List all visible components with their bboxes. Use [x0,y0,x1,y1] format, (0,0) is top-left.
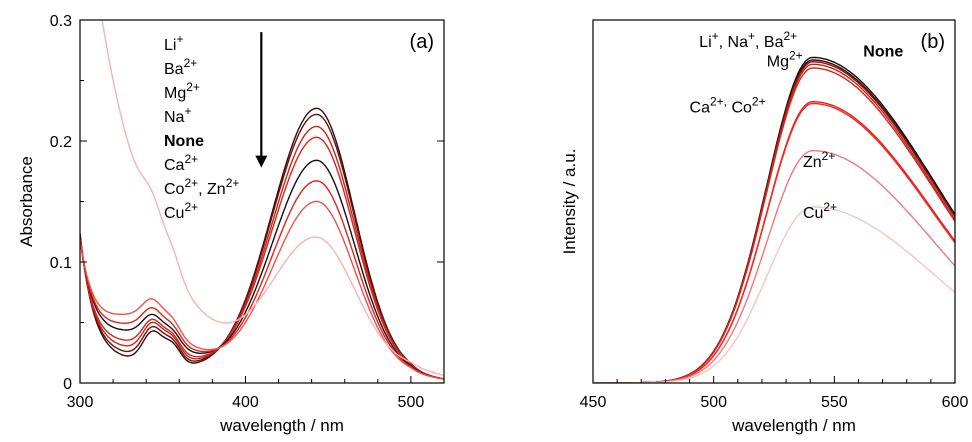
x-axis-title-a: wavelength / nm [219,416,344,435]
x-tick-label-a-400: 400 [232,394,259,411]
panel-label-a: (a) [410,31,434,53]
panel-label-b: (b) [921,31,945,53]
curve-label-b-6: Cu2+ [803,200,837,222]
spectrum-line-a-4 [80,136,444,380]
y-axis-title-b: Intensity / a.u. [560,149,579,255]
y-tick-label-a-0: 0 [63,376,72,393]
spectrum-line-a-3 [80,125,444,380]
emission-line-b-7 [593,102,955,383]
curve-label-b-3: None [863,43,903,60]
emission-line-b-9 [593,206,955,383]
legend-entry-a-2: Ba2+ [164,56,197,78]
emission-line-b-5 [593,67,955,383]
curve-label-b-5: Zn2+ [803,149,835,171]
y-tick-label-a-2: 0.2 [50,134,72,151]
panel-b-series [593,56,955,383]
x-tick-label-b-500: 500 [700,394,727,411]
panel-b-frame [592,19,956,384]
y-tick-label-a-3: 0.3 [50,13,72,30]
spectrum-line-a-5 [80,159,444,380]
x-tick-label-b-550: 550 [821,394,848,411]
emission-line-b-3 [593,60,955,383]
spectrum-line-a-2 [80,113,444,380]
spectrum-line-a-8 [101,20,444,377]
emission-line-b-6 [593,100,955,383]
legend-entry-a-1: Li+ [164,32,183,54]
y-axis-title-a: Absorbance [17,156,36,247]
x-tick-label-b-450: 450 [580,394,607,411]
spectrum-line-a-7 [80,200,444,380]
legend-entry-a-4: Na+ [164,104,191,126]
arrow-head [255,155,268,168]
x-tick-label-b-600: 600 [942,394,969,411]
x-axis-title-b: wavelength / nm [731,416,856,435]
legend-entry-a-8: Cu2+ [164,200,198,222]
spectrum-line-a-6 [80,180,444,380]
legend-entry-a-5: None [164,133,204,150]
curve-label-b-1: Li+, Na+, Ba2+ [699,29,797,51]
legend-entry-a-7: Co2+, Zn2+ [164,176,239,198]
x-tick-label-a-300: 300 [67,394,94,411]
y-tick-label-a-1: 0.1 [50,255,72,272]
panel-b: 450 500 550 600 wavelength / nm Intensity / a… [560,19,969,435]
legend-entry-a-3: Mg2+ [164,80,200,102]
x-tick-label-a-500: 500 [398,394,425,411]
panel-a: 300 400 500 0 0.1 0.2 0.3 wavelength / nm Absorb… [17,13,445,435]
legend-entry-a-6: Ca2+ [164,152,198,174]
emission-line-b-4 [593,63,955,383]
panel-a-series [80,20,444,380]
curve-label-b-4: Ca2+, Co2+ [690,95,766,117]
curve-label-b-2: Mg2+ [767,48,803,70]
